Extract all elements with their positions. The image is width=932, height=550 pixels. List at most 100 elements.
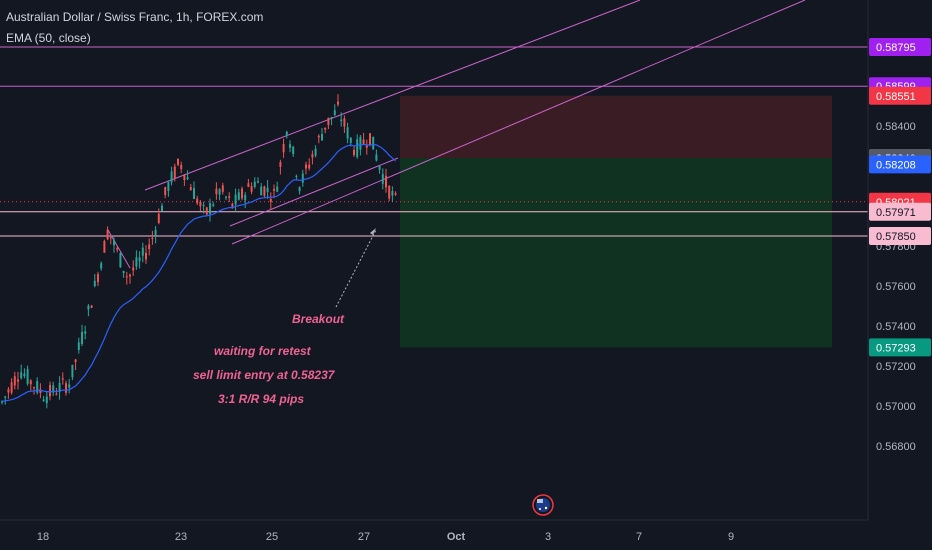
price-tick-label: 0.57400 [876,321,916,333]
stop-loss-zone[interactable] [400,95,832,158]
candle-body [330,116,333,119]
candle-body [333,110,336,116]
candle-body [276,186,279,192]
candle-body [138,257,141,262]
candle-body [122,270,125,274]
candle-body [186,177,189,180]
chart-title: Australian Dollar / Swiss Franc, 1h, FOR… [6,10,264,24]
candle-body [49,385,51,397]
horizontal-levels[interactable] [0,46,868,237]
price-tag: 0.57293 [869,338,931,357]
price-tick-label: 0.57000 [876,401,916,413]
breakout-label[interactable]: Breakout [292,312,345,326]
trend-channel[interactable] [107,0,806,269]
candle-body [237,192,240,200]
candle-body [311,154,314,158]
candle-body [10,382,13,393]
annotation-retest[interactable]: waiting for retest [214,344,311,358]
candle-body [61,378,64,380]
indicator-legend[interactable]: EMA (50, close) [6,31,91,45]
candle-body [45,396,48,404]
candle-body [177,158,179,165]
candle-body [116,248,119,250]
candle-body [103,240,106,253]
position-zones[interactable] [400,95,832,348]
candle-body [279,162,282,167]
candle-body [381,174,384,184]
candle-body [337,101,339,105]
candle-body [308,164,311,169]
candle-body [129,274,131,277]
candle-body [125,276,128,278]
candle-body [289,144,291,148]
flag-icon[interactable] [532,494,554,516]
price-tick-label: 0.57200 [876,361,916,373]
candle-body [93,280,96,287]
candle-body [273,189,275,191]
candle-body [1,401,3,403]
candle-body [292,146,295,155]
candle-body [244,194,247,201]
time-tick-label: 18 [37,531,49,543]
channel-line[interactable] [144,0,641,191]
candle-body [385,175,387,188]
candle-body [164,187,167,196]
candle-body [257,181,259,183]
candle-body [250,186,253,192]
candle-body [100,263,103,269]
price-tick-label: 0.57600 [876,281,916,293]
candle-body [135,257,138,267]
annotation-entry[interactable]: sell limit entry at 0.58237 [193,368,335,382]
price-tag-label: 0.57850 [876,231,916,243]
candle-body [212,204,215,206]
candle-body [29,380,32,385]
candle-body [173,166,176,179]
candle-body [298,187,301,192]
candle-body [55,393,58,395]
candle-body [132,267,135,271]
candle-body [221,185,224,192]
candle-body [180,164,183,170]
candle-body [202,204,205,207]
candle-body [359,136,362,150]
candle-body [97,274,99,283]
time-tick-label: Oct [447,531,466,543]
price-tag: 0.58551 [869,86,931,105]
candle-body [81,331,83,344]
candle-body [346,127,349,139]
breakout-arrow[interactable] [335,229,377,308]
candle-body [141,247,144,256]
price-tag-label: 0.57293 [876,342,916,354]
candle-body [234,194,237,205]
time-tick-label: 25 [266,531,278,543]
candle-body [196,198,199,204]
candle-body [151,237,154,240]
trend-line[interactable] [229,157,399,227]
candle-body [167,182,170,191]
time-tick-label: 23 [175,531,187,543]
candle-body [378,165,381,170]
candle-body [349,137,352,143]
price-tick-label: 0.56800 [876,441,916,453]
candle-body [253,181,256,187]
price-tags: 0.587950.585990.585510.582400.582080.580… [869,38,931,357]
trend-line[interactable] [107,229,131,269]
channel-line[interactable] [231,0,806,245]
candle-body [90,305,93,308]
candle-body [23,373,26,377]
time-axis[interactable]: 18 23 25 27 Oct 3 7 9 [37,531,734,543]
candle-body [301,173,304,183]
candle-body [183,174,186,181]
annotation-rr[interactable]: 3:1 R/R 94 pips [218,392,305,406]
candle-body [324,127,327,130]
candle-body [353,149,355,156]
candle-body [343,118,346,127]
candle-body [77,342,80,350]
price-tag-label: 0.57971 [876,207,916,219]
candle-body [42,399,45,402]
candle-body [39,389,42,393]
candle-body [340,119,343,122]
take-profit-zone[interactable] [400,158,832,348]
candle-body [17,379,19,382]
